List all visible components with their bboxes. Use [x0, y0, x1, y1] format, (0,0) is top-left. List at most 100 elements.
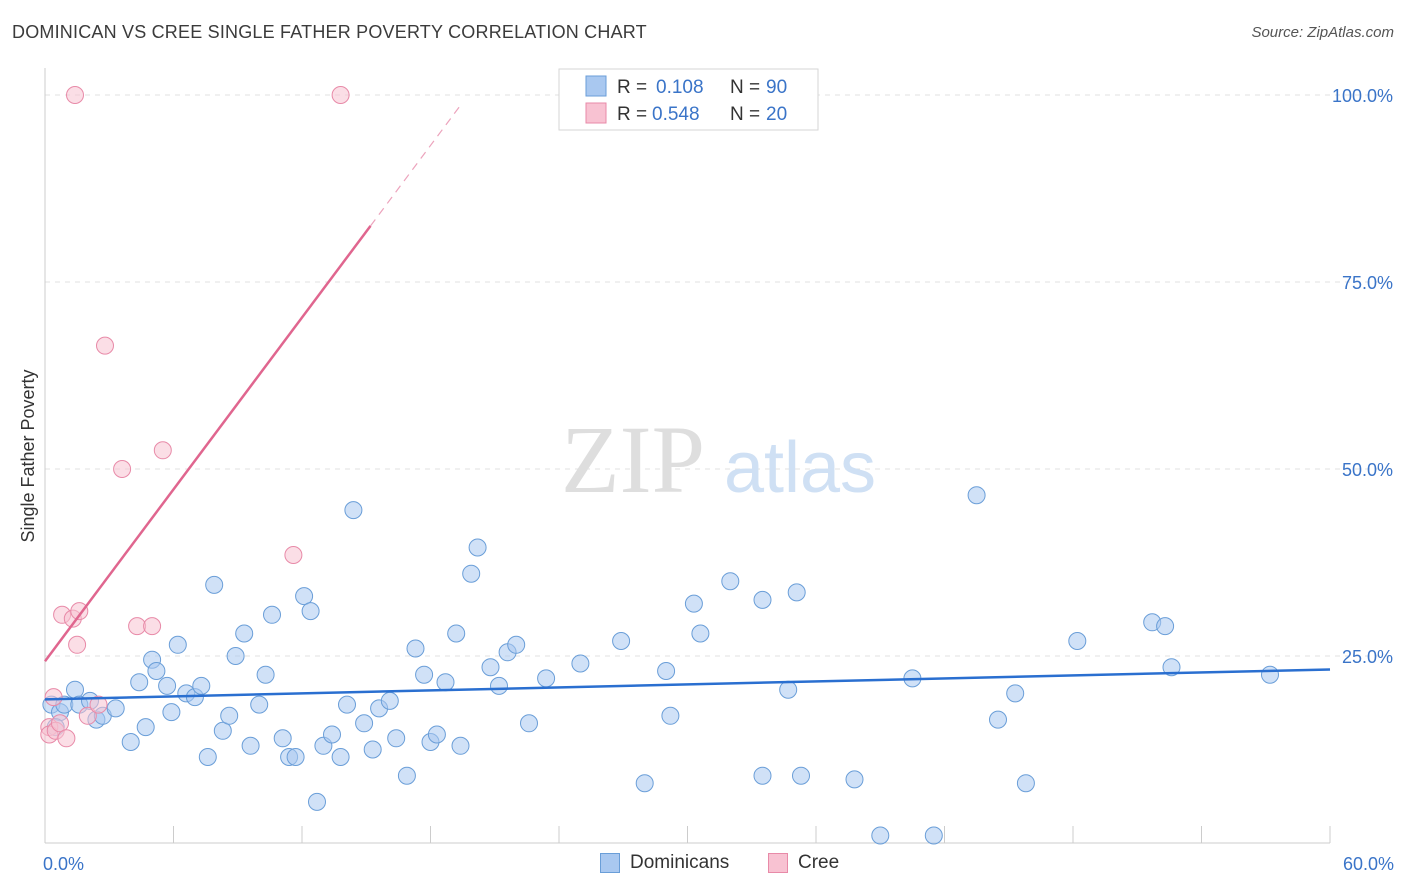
point-dominicans[interactable] — [344, 501, 363, 520]
source-label: Source: ZipAtlas.com — [1251, 24, 1394, 41]
legend-item-dominicans[interactable]: Dominicans — [600, 852, 729, 874]
point-dominicans[interactable] — [415, 665, 434, 684]
point-dominicans[interactable] — [387, 729, 406, 748]
point-cree[interactable] — [70, 602, 89, 621]
point-dominicans[interactable] — [213, 721, 232, 740]
point-dominicans[interactable] — [380, 691, 399, 710]
point-cree[interactable] — [128, 617, 147, 636]
point-dominicans[interactable] — [198, 748, 217, 766]
point-dominicans[interactable] — [427, 725, 446, 744]
y-tick-label: 75.0% — [1342, 273, 1393, 293]
point-dominicans[interactable] — [406, 639, 425, 658]
point-dominicans[interactable] — [657, 662, 676, 680]
point-dominicans[interactable] — [753, 766, 772, 785]
point-dominicans[interactable] — [220, 706, 239, 725]
trend-layer — [43, 102, 1331, 701]
point-dominicans[interactable] — [250, 695, 269, 714]
point-dominicans[interactable] — [331, 748, 350, 766]
point-dominicans[interactable] — [263, 605, 281, 624]
legend-n-label: N = — [730, 104, 760, 125]
legend-n-value: 20 — [766, 104, 787, 125]
point-dominicans[interactable] — [323, 725, 341, 744]
point-dominicans[interactable] — [871, 826, 890, 845]
legend-r-label: R = — [617, 104, 647, 125]
point-dominicans[interactable] — [507, 635, 526, 654]
point-dominicans[interactable] — [1162, 658, 1181, 677]
point-dominicans[interactable] — [721, 572, 740, 591]
point-dominicans[interactable] — [106, 699, 125, 718]
point-dominicans[interactable] — [397, 766, 416, 785]
watermark-zip: ZIP — [561, 406, 705, 513]
point-dominicans[interactable] — [1068, 632, 1087, 650]
point-dominicans[interactable] — [753, 590, 772, 609]
trendline-dominicans — [44, 668, 1331, 701]
legend-r-label: R = — [617, 77, 647, 98]
point-dominicans[interactable] — [273, 729, 292, 748]
point-dominicans[interactable] — [235, 624, 254, 643]
point-dominicans[interactable] — [1016, 774, 1035, 793]
point-dominicans[interactable] — [355, 714, 374, 733]
point-dominicans[interactable] — [158, 676, 177, 695]
point-dominicans[interactable] — [1006, 684, 1025, 703]
point-dominicans[interactable] — [205, 575, 224, 594]
point-cree[interactable] — [57, 729, 76, 748]
point-cree[interactable] — [331, 86, 350, 104]
point-dominicans[interactable] — [967, 486, 986, 505]
point-dominicans[interactable] — [845, 770, 864, 789]
point-dominicans[interactable] — [1156, 617, 1175, 636]
point-dominicans[interactable] — [792, 766, 810, 785]
point-dominicans[interactable] — [147, 662, 166, 680]
point-dominicans[interactable] — [779, 680, 798, 699]
point-cree[interactable] — [284, 546, 303, 564]
point-cree[interactable] — [113, 460, 132, 478]
point-cree[interactable] — [66, 86, 84, 104]
point-dominicans[interactable] — [286, 748, 305, 766]
point-dominicans[interactable] — [136, 718, 155, 737]
point-cree[interactable] — [143, 617, 162, 636]
point-dominicans[interactable] — [130, 673, 149, 692]
point-dominicans[interactable] — [635, 774, 654, 793]
point-dominicans[interactable] — [571, 654, 590, 673]
point-dominicans[interactable] — [787, 583, 806, 602]
point-dominicans[interactable] — [490, 676, 508, 695]
point-dominicans[interactable] — [338, 695, 356, 714]
point-cree[interactable] — [96, 336, 114, 355]
y-tick-label: 100.0% — [1332, 86, 1393, 106]
point-dominicans[interactable] — [537, 669, 556, 688]
point-dominicans[interactable] — [691, 624, 710, 643]
point-dominicans[interactable] — [363, 740, 382, 759]
point-dominicans[interactable] — [66, 680, 84, 699]
legend-swatch-cree — [585, 102, 607, 124]
point-dominicans[interactable] — [301, 602, 320, 621]
point-dominicans[interactable] — [447, 624, 466, 643]
legend-item-cree[interactable]: Cree — [768, 852, 839, 874]
point-cree[interactable] — [51, 714, 69, 733]
point-dominicans[interactable] — [481, 658, 500, 677]
point-dominicans[interactable] — [462, 564, 481, 583]
point-dominicans[interactable] — [168, 635, 187, 654]
point-cree[interactable] — [78, 706, 97, 725]
point-dominicans[interactable] — [192, 676, 211, 695]
point-dominicans[interactable] — [308, 792, 326, 811]
point-dominicans[interactable] — [256, 665, 275, 684]
point-cree[interactable] — [153, 441, 172, 460]
point-dominicans[interactable] — [162, 703, 181, 722]
point-dominicans[interactable] — [121, 733, 140, 751]
point-dominicans[interactable] — [451, 736, 470, 755]
point-dominicans[interactable] — [241, 736, 260, 755]
point-dominicans[interactable] — [436, 673, 455, 692]
point-dominicans[interactable] — [612, 632, 631, 650]
point-cree[interactable] — [68, 635, 87, 654]
point-cree[interactable] — [89, 695, 108, 714]
point-dominicans[interactable] — [1261, 665, 1279, 684]
point-dominicans[interactable] — [468, 538, 487, 557]
point-dominicans[interactable] — [924, 826, 943, 845]
legend-n-value: 90 — [766, 77, 787, 98]
point-dominicans[interactable] — [520, 714, 538, 733]
point-dominicans[interactable] — [684, 594, 703, 613]
point-dominicans[interactable] — [226, 647, 245, 665]
point-dominicans[interactable] — [989, 710, 1007, 729]
point-dominicans[interactable] — [661, 706, 680, 725]
point-dominicans[interactable] — [295, 587, 314, 606]
point-cree[interactable] — [44, 688, 63, 707]
